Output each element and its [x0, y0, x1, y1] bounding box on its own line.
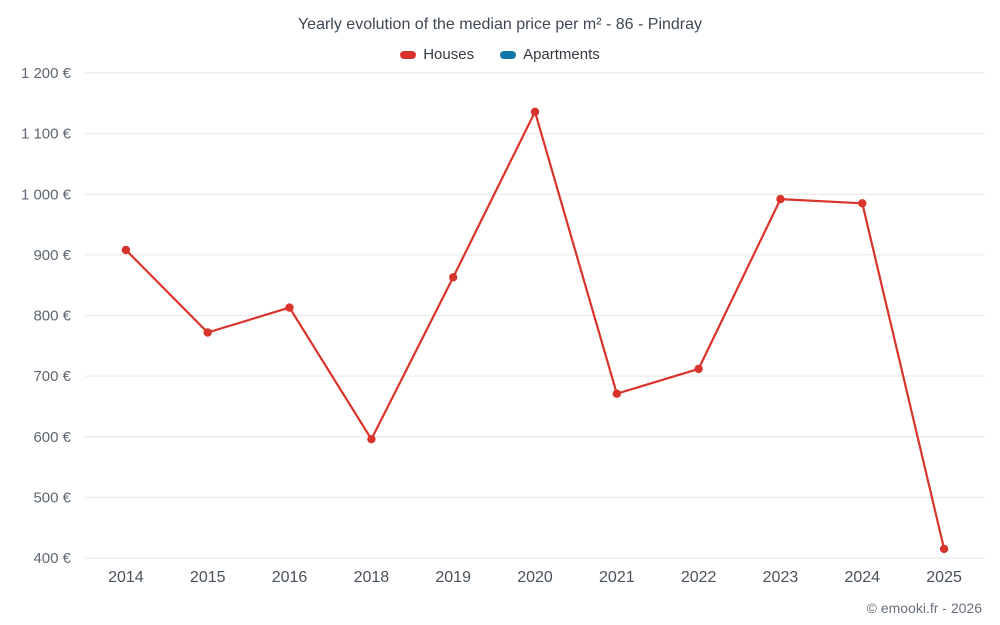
legend-item-houses[interactable]: Houses	[400, 46, 474, 63]
data-point-houses[interactable]	[203, 328, 212, 337]
legend-item-apartments[interactable]: Apartments	[500, 46, 600, 63]
y-axis-tick-label: 400 €	[33, 550, 71, 567]
apartments-legend-marker	[500, 50, 517, 59]
y-axis-tick-label: 900 €	[33, 247, 71, 264]
x-axis-tick-label: 2023	[763, 569, 799, 586]
y-axis-tick-label: 1 000 €	[21, 186, 72, 203]
y-axis-tick-label: 600 €	[33, 429, 71, 446]
x-axis-tick-label: 2018	[354, 569, 390, 586]
data-point-houses[interactable]	[612, 389, 621, 398]
y-axis-tick-label: 500 €	[33, 489, 71, 506]
x-axis-tick-label: 2021	[599, 569, 635, 586]
data-point-houses[interactable]	[776, 194, 785, 204]
data-point-houses[interactable]	[939, 544, 949, 554]
y-axis-tick-label: 800 €	[33, 308, 71, 325]
data-point-houses[interactable]	[285, 303, 294, 312]
line-chart-plot: 400 € 500 € 600 € 700 € 800 € 900 € 1 000 € 1 1…	[21, 65, 985, 586]
data-point-houses[interactable]	[694, 364, 703, 374]
data-point-houses[interactable]	[858, 199, 867, 208]
houses-legend-marker	[400, 50, 417, 59]
x-axis-tick-label: 2020	[517, 569, 553, 586]
houses-legend-label: Houses	[423, 46, 475, 63]
copyright-footer: © emooki.fr - 2026	[866, 600, 982, 616]
apartments-legend-label: Apartments	[523, 46, 600, 63]
data-point-houses[interactable]	[121, 245, 131, 255]
y-axis-tick-label: 700 €	[33, 368, 71, 385]
chart-legend: Houses Apartments	[0, 46, 1000, 63]
chart-title: Yearly evolution of the median price per…	[297, 16, 703, 33]
x-axis-tick-label: 2019	[435, 569, 471, 586]
x-axis-tick-label: 2025	[926, 569, 962, 586]
x-axis-tick-label: 2015	[190, 569, 226, 586]
x-axis-tick-label: 2022	[681, 569, 717, 586]
data-point-houses[interactable]	[449, 273, 458, 282]
data-point-houses[interactable]	[530, 107, 540, 116]
y-axis-tick-label: 1 100 €	[21, 126, 72, 143]
y-axis-tick-label: 1 200 €	[21, 65, 72, 82]
x-axis-tick-label: 2024	[844, 569, 880, 586]
series-line-houses	[125, 110, 946, 550]
x-axis-tick-label: 2014	[108, 569, 144, 586]
x-axis-tick-label: 2016	[272, 569, 308, 586]
data-point-houses[interactable]	[367, 435, 376, 444]
